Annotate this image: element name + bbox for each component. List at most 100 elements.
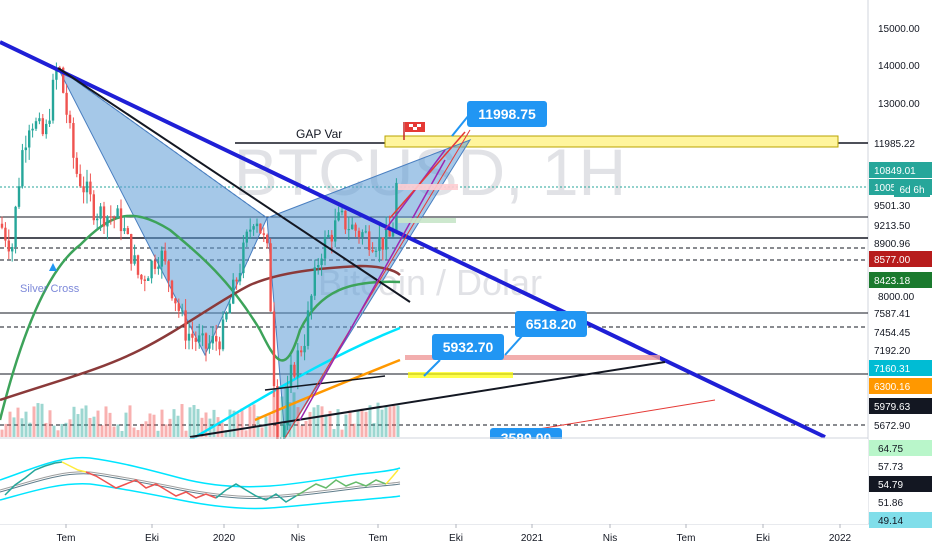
price-axis[interactable]: 15000.00 14000.00 13000.00 8000.00 bbox=[878, 24, 920, 303]
candle-body bbox=[330, 234, 333, 242]
candle-body bbox=[181, 310, 184, 312]
candle-body bbox=[191, 333, 194, 338]
volume-bar bbox=[344, 414, 348, 437]
candle-body bbox=[259, 223, 262, 234]
volume-bar bbox=[368, 405, 372, 437]
volume-bar bbox=[236, 413, 240, 437]
price-level-label: 8900.96 bbox=[874, 239, 911, 250]
candle-body bbox=[344, 210, 347, 230]
callout-6518[interactable]: 6518.20 bbox=[504, 311, 587, 356]
candle-body bbox=[113, 217, 116, 219]
volume-bar bbox=[32, 406, 36, 437]
candle-body bbox=[232, 279, 235, 304]
price-tick: 13000.00 bbox=[878, 99, 920, 110]
candle-body bbox=[0, 223, 4, 228]
support-zone bbox=[408, 372, 513, 378]
candle-body bbox=[306, 310, 310, 346]
trend-lines[interactable] bbox=[0, 40, 826, 439]
candle-body bbox=[347, 229, 350, 231]
volume-bar bbox=[376, 402, 380, 437]
candle-body bbox=[395, 182, 398, 231]
volume-bar bbox=[204, 412, 208, 437]
callout-5932[interactable]: 5932.70 bbox=[423, 334, 504, 377]
indicator-axis-labels: 64.75 57.73 54.79 51.86 49.14 bbox=[869, 440, 932, 528]
volume-bar bbox=[16, 407, 20, 437]
volume-bar bbox=[388, 406, 392, 437]
candle-body bbox=[62, 67, 65, 93]
candle-body bbox=[340, 210, 344, 213]
time-label: Nis bbox=[291, 533, 305, 544]
volume-bar bbox=[348, 410, 352, 437]
volume-bar bbox=[212, 409, 216, 437]
candle-body bbox=[82, 186, 85, 193]
callout-11998[interactable]: 11998.75 bbox=[451, 101, 547, 137]
price-level-bg bbox=[869, 251, 932, 267]
volume-bar bbox=[24, 411, 28, 437]
volume-bar bbox=[200, 417, 204, 437]
candle-body bbox=[221, 319, 225, 350]
price-level-label: 9213.50 bbox=[874, 221, 911, 232]
candle-body bbox=[201, 333, 204, 336]
candle-body bbox=[357, 230, 361, 238]
price-level-label: 8577.00 bbox=[874, 255, 911, 266]
indicator-level-label: 54.79 bbox=[878, 480, 903, 491]
volume-bar bbox=[80, 408, 84, 437]
time-label: 2022 bbox=[829, 533, 852, 544]
price-level-label: 7454.45 bbox=[874, 328, 911, 339]
volume-bar bbox=[164, 424, 168, 437]
candle-body bbox=[252, 226, 255, 230]
candle-body bbox=[38, 118, 41, 122]
candle-body bbox=[102, 206, 106, 227]
candle-body bbox=[320, 258, 323, 266]
callout-label: 6518.20 bbox=[526, 316, 577, 332]
candle-body bbox=[11, 246, 14, 252]
time-label: Eki bbox=[756, 533, 770, 544]
volume-bar bbox=[372, 422, 376, 437]
candle-body bbox=[14, 206, 17, 247]
candle-body bbox=[371, 250, 374, 252]
candle-body bbox=[337, 212, 340, 221]
volume-bar bbox=[336, 409, 340, 437]
volume-bar bbox=[296, 407, 300, 437]
volume-bar bbox=[72, 406, 76, 437]
gap-zone[interactable] bbox=[384, 135, 839, 148]
candle-body bbox=[92, 194, 95, 221]
candle-body bbox=[126, 228, 129, 235]
candle-body bbox=[391, 230, 395, 237]
resistance-zone bbox=[405, 355, 660, 360]
volume-bar bbox=[184, 430, 188, 437]
price-level-bg bbox=[869, 162, 932, 178]
candle-body bbox=[160, 250, 163, 267]
candle-body bbox=[198, 335, 201, 342]
candle-body bbox=[109, 216, 112, 218]
time-axis[interactable]: Tem Eki 2020 Nis Tem Eki 2021 Nis Tem Eki 2022 bbox=[57, 524, 852, 544]
price-level-bg bbox=[869, 324, 932, 340]
volume-bar bbox=[136, 430, 140, 437]
candle-body bbox=[136, 255, 140, 275]
volume-bar bbox=[20, 418, 24, 437]
price-level-label: 6300.16 bbox=[874, 382, 911, 393]
volume-bar bbox=[48, 410, 52, 437]
volume-bar bbox=[332, 429, 336, 437]
volume-bar bbox=[44, 422, 48, 437]
candle-body bbox=[17, 186, 21, 207]
volume-bar bbox=[180, 404, 184, 437]
price-level-bg bbox=[869, 135, 932, 151]
volume-bars bbox=[0, 385, 400, 437]
candle-body bbox=[194, 337, 197, 342]
volume-bar bbox=[384, 405, 388, 437]
price-level-label: 7160.31 bbox=[874, 364, 911, 375]
volume-bar bbox=[92, 416, 96, 437]
candle-body bbox=[55, 67, 58, 80]
volume-bar bbox=[172, 409, 176, 437]
candle-body bbox=[7, 240, 10, 252]
time-label: Nis bbox=[603, 533, 617, 544]
candle-body bbox=[218, 341, 221, 350]
volume-bar bbox=[248, 406, 252, 437]
price-level-bg bbox=[869, 235, 932, 251]
candle-body bbox=[150, 260, 153, 279]
indicator-level-bg bbox=[869, 476, 932, 492]
candle-body bbox=[153, 260, 157, 269]
candle-body bbox=[184, 310, 187, 341]
